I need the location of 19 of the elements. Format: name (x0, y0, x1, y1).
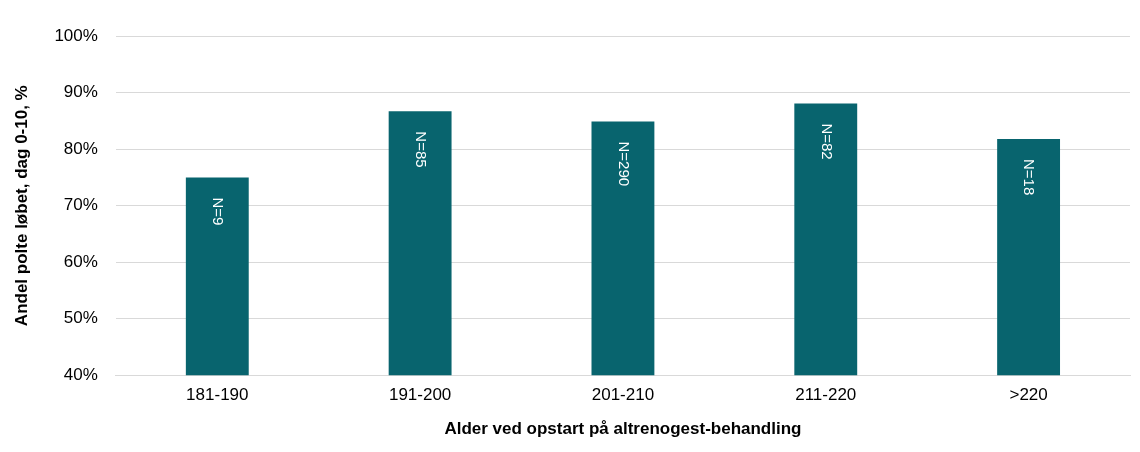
y-tick-label: 40% (63, 364, 98, 384)
y-tick-label: 100% (54, 25, 98, 45)
annotation: N=9 (210, 197, 228, 226)
y-tick-label: 60% (63, 251, 98, 271)
y-axis-title: Andel polte løbet, dag 0-10, % (11, 85, 31, 327)
x-tick-label: 211-220 (795, 385, 857, 405)
x-axis-title: Alder ved opstart på altrenogest-behandling (444, 419, 802, 439)
y-tick-label: 90% (63, 82, 98, 102)
x-tick-label: 181-190 (186, 385, 249, 405)
y-tick-label: 70% (63, 195, 98, 215)
annotation: N=18 (1021, 159, 1039, 196)
annotation: N=85 (412, 131, 430, 168)
x-tick-label: 191-200 (388, 385, 452, 405)
x-tick-label: >220 (1009, 385, 1048, 405)
annotation: N=82 (818, 123, 836, 160)
y-tick-label: 80% (63, 138, 98, 158)
x-tick-label: 201-210 (591, 385, 655, 405)
y-tick-label: 50% (63, 308, 98, 328)
annotation: N=290 (615, 141, 633, 187)
